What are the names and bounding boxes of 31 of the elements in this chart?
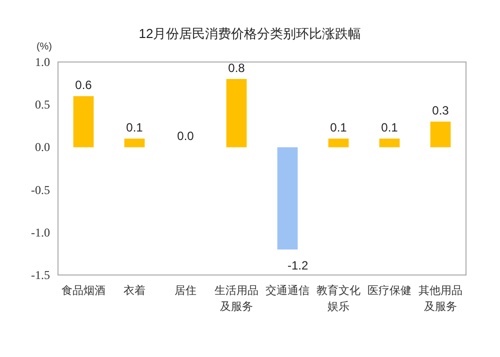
bar	[124, 138, 145, 148]
x-tick-label: 其他用品及服务	[418, 284, 462, 313]
bar	[226, 79, 247, 148]
bar	[73, 96, 94, 148]
x-tick-label: 教育文化娱乐	[316, 284, 360, 313]
x-tick-label: 衣着	[124, 284, 146, 297]
y-axis-title: (%)	[36, 42, 52, 52]
x-tick-label: 交通通信	[266, 284, 310, 297]
data-label: 0.8	[228, 61, 246, 76]
bar	[430, 122, 451, 148]
data-label: 0.0	[177, 129, 194, 144]
chart-title: 12月份居民消费价格分类别环比涨跌幅	[138, 26, 362, 41]
x-tick-label: 居住	[174, 285, 196, 297]
bar	[277, 147, 298, 250]
data-label: 0.3	[432, 104, 450, 118]
data-label: 0.1	[330, 120, 348, 135]
x-tick-label: 生活用品及服务	[214, 284, 258, 313]
data-label: -1.2	[288, 258, 309, 272]
y-tick-label: -1.0	[31, 225, 50, 240]
y-tick-label: -0.5	[31, 182, 50, 197]
data-label: 0.6	[75, 78, 92, 92]
bar	[328, 138, 349, 148]
y-tick-label: 0.5	[35, 98, 50, 112]
data-label: 0.1	[126, 120, 144, 135]
bar	[379, 138, 400, 148]
y-tick-label: 0.0	[35, 140, 50, 154]
x-tick-label: 食品烟酒	[62, 284, 106, 297]
y-tick-label: -1.5	[31, 268, 50, 282]
x-tick-label: 医疗保健	[368, 284, 412, 297]
data-label: 0.1	[381, 120, 398, 135]
y-tick-label: 1.0	[35, 55, 50, 69]
